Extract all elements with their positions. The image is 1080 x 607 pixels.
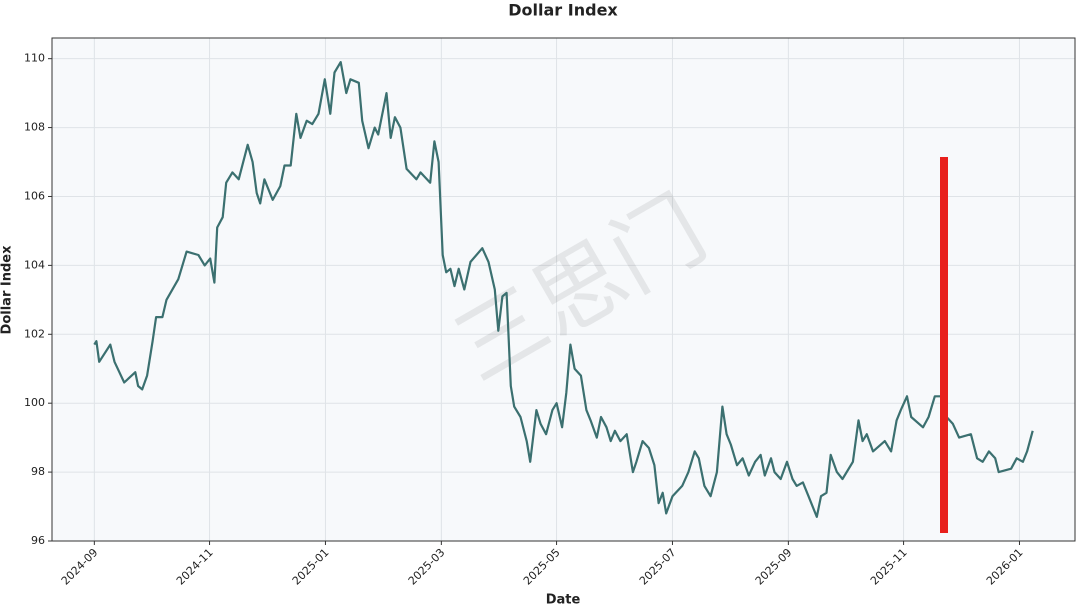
plot-frame: [51, 37, 1076, 542]
y-tick-label: 96: [31, 534, 45, 547]
x-tick-label: 2024-11: [174, 546, 216, 588]
chart-title: Dollar Index: [508, 1, 618, 20]
annotation-bar: [940, 157, 948, 533]
x-axis-label: Date: [546, 593, 581, 607]
line-layer: [93, 61, 1034, 518]
x-tick-label: 2025-05: [521, 546, 563, 588]
y-tick-label: 100: [24, 396, 45, 409]
x-tick-label: 2025-01: [290, 546, 332, 588]
x-tick-label: 2025-09: [753, 546, 795, 588]
grid: [52, 38, 1075, 542]
x-tick-label: 2024-09: [59, 546, 101, 588]
y-tick-label: 98: [31, 465, 45, 478]
x-tick-label: 2026-01: [984, 546, 1026, 588]
plot-area: [52, 38, 1075, 541]
x-tick-label: 2025-07: [637, 546, 679, 588]
x-tick-label: 2025-03: [406, 546, 448, 588]
y-tick-label: 106: [24, 189, 45, 202]
y-tick-label: 104: [24, 258, 45, 271]
data-line: [93, 61, 1034, 518]
y-tick-label: 102: [24, 327, 45, 340]
y-tick-label: 110: [24, 52, 45, 65]
y-axis-label: Dollar Index: [0, 245, 15, 335]
y-tick-label: 108: [24, 121, 45, 134]
x-tick-label: 2025-11: [868, 546, 910, 588]
